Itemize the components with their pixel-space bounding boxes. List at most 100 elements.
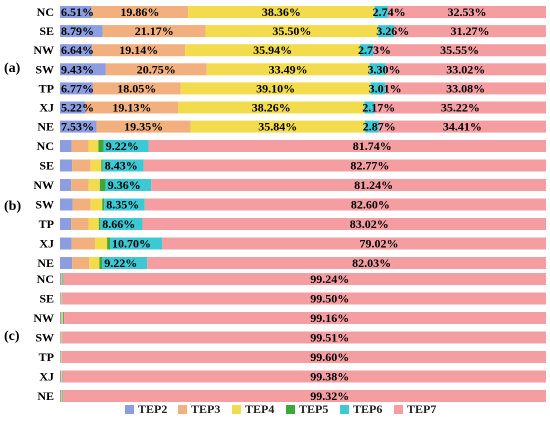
data-label: 2.17% (362, 101, 395, 115)
category-label: SE (39, 292, 54, 306)
category-label: SW (35, 331, 54, 345)
bar-segment (62, 331, 546, 344)
data-label: 19.86% (120, 5, 159, 19)
data-label: 32.53% (448, 5, 487, 19)
data-label: 83.02% (350, 217, 389, 231)
bar-segment (151, 179, 547, 191)
bar-segment (61, 390, 63, 402)
data-label: 19.13% (112, 101, 151, 115)
bar-segment (60, 370, 62, 383)
category-label: SE (39, 159, 54, 173)
bar-segment (63, 390, 547, 402)
data-label: 19.35% (124, 120, 163, 134)
bar-segment (63, 370, 546, 383)
legend-swatch (232, 405, 241, 414)
data-label: 81.74% (353, 139, 392, 153)
data-label: 18.05% (117, 81, 156, 95)
data-label: 20.75% (137, 62, 176, 76)
data-label: 33.02% (446, 62, 485, 76)
data-label: 2.87% (363, 120, 396, 134)
data-label: 35.84% (258, 120, 297, 134)
bar-segment (71, 179, 89, 191)
bar-segment (99, 257, 103, 269)
legend-label: TEP7 (407, 402, 436, 416)
bar-segment (148, 140, 546, 152)
bar-segment (60, 101, 86, 114)
panel-label: (b) (4, 199, 21, 214)
panel-label: (a) (4, 61, 21, 76)
bar-segment (62, 292, 547, 305)
bar-segment (102, 159, 144, 172)
bar-segment (105, 179, 152, 191)
data-label: 38.36% (262, 5, 301, 19)
legend-swatch (394, 405, 403, 414)
bar-segment (72, 257, 90, 269)
data-label: 10.70% (112, 237, 151, 251)
bar-segment (92, 44, 186, 57)
data-label: 8.43% (105, 159, 138, 173)
bar-segment (60, 312, 61, 324)
bar-segment (60, 257, 73, 269)
bar-segment (63, 273, 546, 285)
bar-segment (91, 6, 189, 18)
bar-segment (60, 331, 61, 344)
panel-label: (c) (4, 329, 20, 344)
bar-segment (60, 63, 106, 76)
bar-segment (60, 237, 72, 250)
bar-segment (147, 257, 546, 269)
bar-segment (205, 25, 379, 38)
data-label: 35.55% (440, 43, 479, 57)
category-label: TP (39, 350, 54, 364)
bar-segment (61, 370, 63, 383)
bar-segment (206, 63, 370, 76)
data-label: 79.02% (360, 237, 399, 251)
category-label: NE (37, 256, 54, 270)
bar-segment (60, 390, 62, 402)
bar-segment (98, 218, 101, 230)
bar-segment (71, 218, 89, 230)
data-label: 99.16% (310, 311, 349, 325)
bar-segment (369, 63, 386, 76)
bar-segment (364, 120, 379, 133)
data-label: 33.49% (269, 62, 308, 76)
bar-segment (60, 292, 61, 305)
bar-segment (62, 312, 64, 324)
bar-segment (387, 6, 546, 18)
bar-segment (60, 25, 103, 38)
bar-segment (60, 198, 73, 211)
data-label: 99.24% (310, 272, 349, 286)
bar-segment (100, 218, 143, 230)
bar-segment (394, 25, 546, 38)
legend-swatch (340, 405, 349, 414)
data-label: 82.77% (350, 159, 389, 173)
bar-segment (90, 159, 102, 172)
data-label: 3.30% (368, 62, 401, 76)
data-label: 3.01% (369, 81, 402, 95)
bar-segment (162, 237, 547, 250)
bar-segment (102, 25, 206, 38)
data-label: 8.66% (102, 217, 135, 231)
bar-segment (60, 120, 97, 133)
bar-segment (60, 82, 93, 95)
category-label: SE (39, 24, 54, 38)
data-label: 8.35% (106, 198, 139, 212)
bar-segment (60, 370, 61, 383)
data-label: 35.22% (441, 101, 480, 115)
data-label: 81.24% (354, 178, 393, 192)
category-label: NC (37, 272, 54, 286)
category-label: NW (33, 311, 54, 325)
bar-segment (107, 237, 111, 250)
data-label: 3.26% (376, 24, 409, 38)
bar-segment (143, 159, 547, 172)
legend-swatch (178, 405, 187, 414)
bar-segment (378, 25, 395, 38)
data-label: 33.08% (446, 81, 485, 95)
bar-segment (110, 237, 163, 250)
data-label: 99.51% (310, 331, 349, 345)
bar-segment (60, 159, 73, 172)
bar-segment (142, 218, 546, 230)
data-label: 9.22% (106, 139, 139, 153)
category-label: TP (39, 81, 54, 95)
data-label: 99.60% (310, 350, 349, 364)
